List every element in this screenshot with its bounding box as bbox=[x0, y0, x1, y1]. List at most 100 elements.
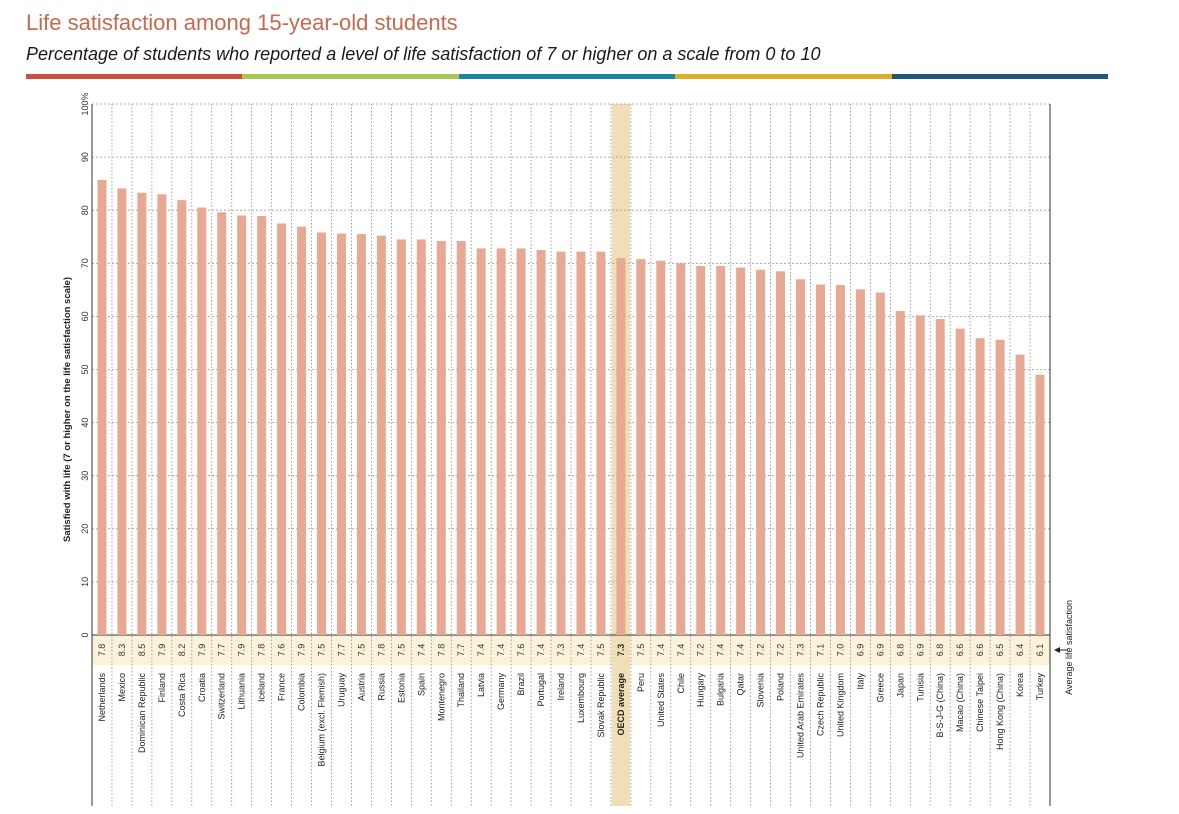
bar bbox=[596, 251, 606, 636]
bar bbox=[496, 248, 506, 635]
average-score-label: 7.9 bbox=[237, 644, 247, 657]
bar bbox=[237, 215, 247, 635]
category-label: Brazil bbox=[516, 673, 526, 696]
average-score-label: 7.6 bbox=[516, 644, 526, 657]
bar bbox=[676, 263, 686, 635]
bar bbox=[716, 265, 726, 635]
bar bbox=[1035, 374, 1045, 635]
category-label: Colombia bbox=[297, 673, 307, 711]
category-label: Switzerland bbox=[217, 673, 227, 720]
bar bbox=[197, 207, 207, 636]
average-score-label: 7.5 bbox=[356, 644, 366, 657]
stripe-segment bbox=[891, 74, 1109, 79]
bar bbox=[117, 188, 127, 635]
category-label: Austria bbox=[356, 673, 366, 701]
category-label: United Kingdom bbox=[835, 673, 845, 737]
stripe-segment bbox=[242, 74, 459, 79]
category-label: Finland bbox=[157, 673, 167, 703]
category-label: Luxembourg bbox=[576, 673, 586, 723]
category-label: Croatia bbox=[197, 673, 207, 702]
average-score-label: 7.8 bbox=[97, 644, 107, 657]
category-label: Turkey bbox=[1035, 673, 1045, 701]
bar bbox=[297, 226, 307, 635]
average-score-label: 7.4 bbox=[656, 644, 666, 657]
bar bbox=[796, 279, 806, 635]
average-score-label: 7.2 bbox=[776, 644, 786, 657]
bar bbox=[456, 240, 466, 636]
bar bbox=[696, 265, 706, 635]
stripe-segment bbox=[458, 74, 676, 79]
average-score-label: 7.1 bbox=[815, 644, 825, 657]
average-score-label: 7.9 bbox=[297, 644, 307, 657]
average-score-label: 8.3 bbox=[117, 644, 127, 657]
y-axis-title: Satisfied with life (7 or higher on the … bbox=[62, 277, 73, 542]
bar bbox=[576, 251, 586, 636]
category-label: Japan bbox=[895, 673, 905, 698]
average-score-label: 7.6 bbox=[277, 644, 287, 657]
category-label: Iceland bbox=[257, 673, 267, 702]
bar bbox=[636, 259, 646, 635]
bar bbox=[217, 212, 227, 635]
average-score-label: 7.2 bbox=[756, 644, 766, 657]
bar bbox=[396, 239, 406, 635]
bar bbox=[895, 311, 905, 635]
category-label: Montenegro bbox=[436, 673, 446, 721]
average-score-label: 7.2 bbox=[696, 644, 706, 657]
average-score-label: 6.6 bbox=[955, 644, 965, 657]
average-score-label: 7.9 bbox=[157, 644, 167, 657]
average-score-label: 7.5 bbox=[636, 644, 646, 657]
category-label: Spain bbox=[416, 673, 426, 696]
bar bbox=[277, 223, 287, 635]
category-label: Russia bbox=[376, 673, 386, 701]
average-score-label: 7.5 bbox=[317, 644, 327, 657]
category-label: Costa Rica bbox=[177, 673, 187, 717]
average-score-label: 7.8 bbox=[376, 644, 386, 657]
y-tick-label: 0 bbox=[80, 632, 90, 637]
bar bbox=[975, 338, 985, 635]
bar bbox=[536, 250, 546, 635]
average-score-label: 7.4 bbox=[536, 644, 546, 657]
category-label: Estonia bbox=[396, 673, 406, 703]
average-score-label: 7.0 bbox=[835, 644, 845, 657]
bar bbox=[835, 285, 845, 635]
category-label: Korea bbox=[1015, 673, 1025, 697]
category-label: United States bbox=[656, 673, 666, 728]
category-label: Poland bbox=[776, 673, 786, 701]
bar bbox=[556, 251, 566, 636]
category-label: Ireland bbox=[556, 673, 566, 701]
average-score-label: 7.5 bbox=[396, 644, 406, 657]
bar bbox=[137, 192, 147, 635]
bar bbox=[516, 248, 526, 635]
category-label: Portugal bbox=[536, 673, 546, 707]
category-label: Czech Republic bbox=[815, 673, 825, 737]
average-score-label: 7.4 bbox=[496, 644, 506, 657]
bar bbox=[776, 271, 786, 635]
average-score-label: 7.9 bbox=[197, 644, 207, 657]
average-score-label: 7.4 bbox=[576, 644, 586, 657]
category-label: United Arab Emirates bbox=[796, 673, 806, 759]
bar bbox=[915, 315, 925, 635]
bar bbox=[736, 267, 746, 635]
y-tick-label: 30 bbox=[80, 471, 90, 481]
category-label: Italy bbox=[855, 673, 865, 690]
average-score-label: 7.4 bbox=[416, 644, 426, 657]
bar bbox=[656, 260, 666, 635]
category-label: Greece bbox=[875, 673, 885, 703]
average-score-label: 8.2 bbox=[177, 644, 187, 657]
chart-subtitle: Percentage of students who reported a le… bbox=[26, 44, 821, 64]
average-score-label: 6.8 bbox=[935, 644, 945, 657]
average-score-label: 7.3 bbox=[616, 644, 626, 657]
average-score-label: 7.4 bbox=[676, 644, 686, 657]
average-score-label: 7.7 bbox=[336, 644, 346, 657]
y-tick-label: 90 bbox=[80, 152, 90, 162]
bar bbox=[336, 233, 346, 635]
y-tick-label: 10 bbox=[80, 577, 90, 587]
average-score-label: 6.9 bbox=[875, 644, 885, 657]
category-label: Hong Kong (China) bbox=[995, 673, 1005, 750]
category-label: Qatar bbox=[736, 673, 746, 696]
y-tick-label: 80 bbox=[80, 205, 90, 215]
category-label: Latvia bbox=[476, 673, 486, 697]
stripe-segment bbox=[675, 74, 892, 79]
average-score-label: 7.7 bbox=[456, 644, 466, 657]
category-label: Chinese Taipei bbox=[975, 673, 985, 732]
